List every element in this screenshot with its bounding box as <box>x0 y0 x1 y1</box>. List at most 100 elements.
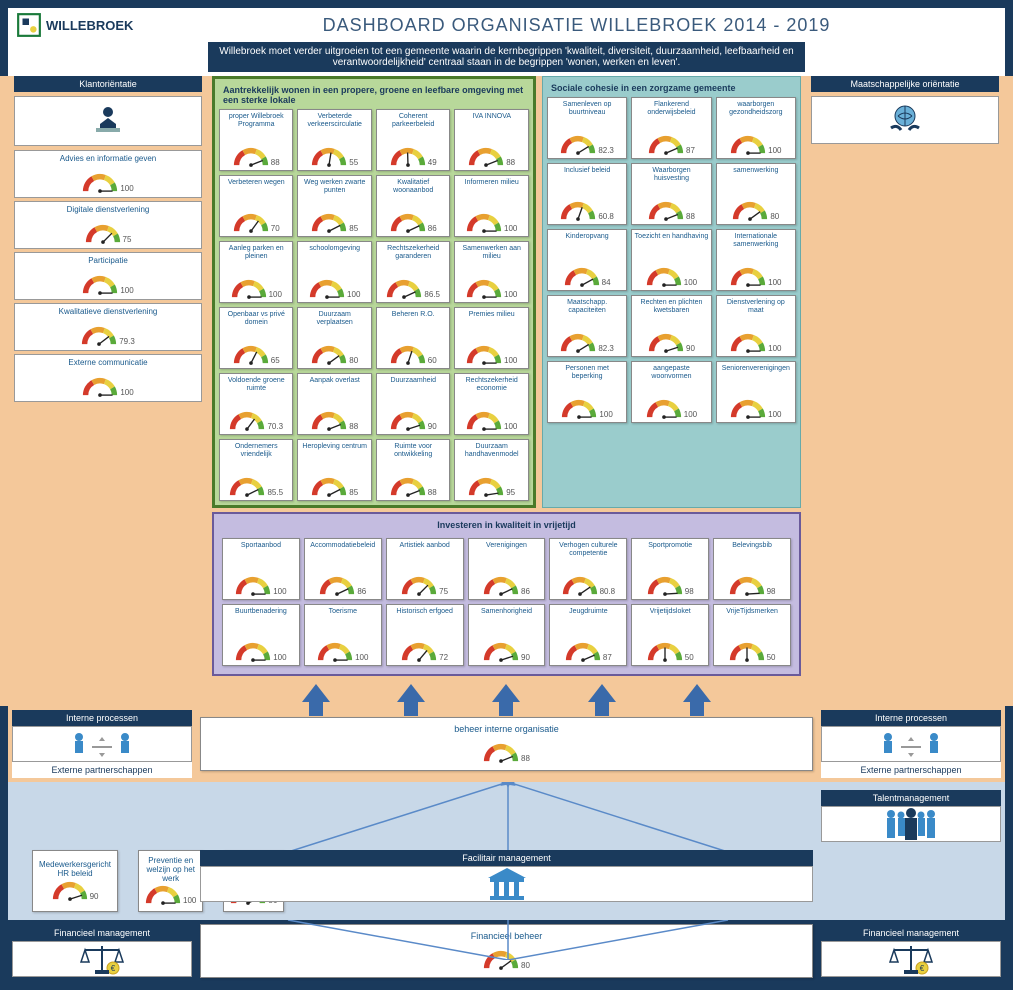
teal-card-12[interactable]: Personen met beperking 100 <box>547 361 627 423</box>
green-card-20[interactable]: Ondernemers vriendelijk 85.5 <box>219 439 293 501</box>
left-item-label: Externe communicatie <box>68 359 147 375</box>
left-item-label: Digitale dienstverlening <box>67 206 150 222</box>
purple-card-2[interactable]: Artistiek aanbod 75 <box>386 538 464 600</box>
green-card-7[interactable]: Informeren milieu 100 <box>454 175 528 237</box>
purple-card-8[interactable]: Toerisme 100 <box>304 604 382 666</box>
green-card-6[interactable]: Kwalitatief woonaanbod 86 <box>376 175 450 237</box>
teal-card-11-label: Dienstverlening op maat <box>719 299 793 315</box>
teal-card-6[interactable]: Kinderopvang 84 <box>547 229 627 291</box>
purple-card-1-label: Accommodatiebeleid <box>310 542 375 558</box>
green-card-11-label: Samenwerken aan milieu <box>457 245 525 261</box>
teal-card-13[interactable]: aangepaste woonvormen 100 <box>631 361 711 423</box>
left-item-2[interactable]: Participatie 100 <box>14 252 202 300</box>
purple-card-11[interactable]: Jeugdruimte 87 <box>549 604 627 666</box>
green-card-9-label: schoolomgeving <box>309 245 360 261</box>
green-card-1[interactable]: Verbeterde verkeerscirculatie 55 <box>297 109 371 171</box>
left-item-1[interactable]: Digitale dienstverlening 75 <box>14 201 202 249</box>
left-item-3[interactable]: Kwalitatieve dienstverlening 79.3 <box>14 303 202 351</box>
green-card-21[interactable]: Heropleving centrum 85 <box>297 439 371 501</box>
left-item-4[interactable]: Externe communicatie 100 <box>14 354 202 402</box>
purple-card-13[interactable]: VrijeTijdsmerken 50 <box>713 604 791 666</box>
green-card-20-label: Ondernemers vriendelijk <box>222 443 290 459</box>
teal-card-1[interactable]: Flankerend onderwijsbeleid 87 <box>631 97 711 159</box>
green-card-16[interactable]: Voldoende groene ruimte 70.3 <box>219 373 293 435</box>
green-card-13[interactable]: Duurzaam verplaatsen 80 <box>297 307 371 369</box>
green-card-22[interactable]: Ruimte voor ontwikkeling 88 <box>376 439 450 501</box>
teal-card-14[interactable]: Seniorenverenigingen 100 <box>716 361 796 423</box>
teal-card-3[interactable]: Inclusief beleid 60.8 <box>547 163 627 225</box>
green-card-12-label: Openbaar vs privé domein <box>222 311 290 327</box>
green-card-5[interactable]: Weg werken zwarte punten 85 <box>297 175 371 237</box>
teal-card-0-label: Samenleven op buurtniveau <box>550 101 624 117</box>
purple-card-10[interactable]: Samenhorigheid 90 <box>468 604 546 666</box>
teal-card-9[interactable]: Maatschapp. capaciteiten 82.3 <box>547 295 627 357</box>
purple-card-12-label: Vrijetijdsloket <box>650 608 691 624</box>
green-card-0[interactable]: proper Willebroek Programma 88 <box>219 109 293 171</box>
teal-card-2[interactable]: waarborgen gezondheidszorg 100 <box>716 97 796 159</box>
teal-card-8[interactable]: Internationale samenwerking 100 <box>716 229 796 291</box>
green-card-0-label: proper Willebroek Programma <box>222 113 290 129</box>
green-card-11[interactable]: Samenwerken aan milieu 100 <box>454 241 528 303</box>
talent-card-0[interactable]: Medewerkersgericht HR beleid 90 <box>32 850 118 912</box>
green-card-23[interactable]: Duurzaam handhavenmodel 95 <box>454 439 528 501</box>
teal-card-4[interactable]: Waarborgen huisvesting 88 <box>631 163 711 225</box>
fin-right-header: Financieel management <box>821 925 1001 941</box>
globe-hands-icon <box>816 102 994 138</box>
green-card-18[interactable]: Duurzaamheid 90 <box>376 373 450 435</box>
green-card-15[interactable]: Premies milieu 100 <box>454 307 528 369</box>
green-card-2-label: Coherent parkeerbeleid <box>379 113 447 129</box>
person-desk-icon <box>19 101 197 141</box>
purple-card-3[interactable]: Verenigingen 86 <box>468 538 546 600</box>
purple-card-5[interactable]: Sportpromotie 98 <box>631 538 709 600</box>
people-group-icon <box>821 806 1001 842</box>
talent-card-1[interactable]: Preventie en welzijn op het werk 100 <box>138 850 203 912</box>
left-item-0[interactable]: Advies en informatie geven 100 <box>14 150 202 198</box>
zone-teal-title: Sociale cohesie in een zorgzame gemeente <box>547 81 796 97</box>
purple-card-6[interactable]: Belevingsbib 98 <box>713 538 791 600</box>
purple-card-7[interactable]: Buurtbenadering 100 <box>222 604 300 666</box>
green-card-12[interactable]: Openbaar vs privé domein 65 <box>219 307 293 369</box>
green-card-10[interactable]: Rechtszekerheid garanderen 86.5 <box>376 241 450 303</box>
green-card-4[interactable]: Verbeteren wegen 70 <box>219 175 293 237</box>
teal-card-0[interactable]: Samenleven op buurtniveau 82.3 <box>547 97 627 159</box>
teal-card-4-label: Waarborgen huisvesting <box>634 167 708 183</box>
purple-card-0-label: Sportaanbod <box>241 542 281 558</box>
green-card-9[interactable]: schoolomgeving 100 <box>297 241 371 303</box>
green-card-2[interactable]: Coherent parkeerbeleid 49 <box>376 109 450 171</box>
left-header: Klantoriëntatie <box>14 76 202 92</box>
green-card-17[interactable]: Aanpak overlast 88 <box>297 373 371 435</box>
scale-icon: € <box>821 941 1001 977</box>
fin-center-card[interactable]: Financieel beheer 80 <box>200 924 813 978</box>
zone-purple-title: Investeren in kwaliteit in vrijetijd <box>218 518 795 534</box>
teal-card-7[interactable]: Toezicht en handhaving 100 <box>631 229 711 291</box>
green-card-3[interactable]: IVA INNOVA 88 <box>454 109 528 171</box>
teal-card-5-label: samenwerking <box>733 167 778 183</box>
row-financial: Financieel management € Financieel behee… <box>8 920 1005 982</box>
row-internal: Interne processen Externe partnerschappe… <box>8 706 1005 782</box>
purple-card-3-label: Verenigingen <box>486 542 527 558</box>
purple-card-1[interactable]: Accommodatiebeleid 86 <box>304 538 382 600</box>
green-card-18-label: Duurzaamheid <box>390 377 436 393</box>
internal-center-card[interactable]: beheer interne organisatie 88 <box>200 717 813 771</box>
internal-left-sub: Externe partnerschappen <box>12 762 192 778</box>
purple-card-4[interactable]: Verhogen culturele competentie 80.8 <box>549 538 627 600</box>
green-card-1-label: Verbeterde verkeerscirculatie <box>300 113 368 129</box>
purple-card-0[interactable]: Sportaanbod 100 <box>222 538 300 600</box>
arrow-up-icon <box>397 684 425 702</box>
talent-header: Talentmanagement <box>821 790 1001 806</box>
green-card-19[interactable]: Rechtszekerheid economie 100 <box>454 373 528 435</box>
arrows-row <box>208 680 805 706</box>
purple-card-9[interactable]: Historisch erfgoed 72 <box>386 604 464 666</box>
teal-card-2-label: waarborgen gezondheidszorg <box>719 101 793 117</box>
facility-header: Facilitair management <box>200 850 813 866</box>
purple-card-12[interactable]: Vrijetijdsloket 50 <box>631 604 709 666</box>
teal-card-5[interactable]: samenwerking 80 <box>716 163 796 225</box>
green-card-15-label: Premies milieu <box>469 311 515 327</box>
talent-card-label: Preventie en welzijn op het werk <box>145 857 196 883</box>
purple-card-10-label: Samenhorigheid <box>481 608 532 624</box>
green-card-14[interactable]: Beheren R.O. 60 <box>376 307 450 369</box>
teal-card-11[interactable]: Dienstverlening op maat 100 <box>716 295 796 357</box>
teal-card-10[interactable]: Rechten en plichten kwetsbaren 90 <box>631 295 711 357</box>
green-card-8[interactable]: Aanleg parken en pleinen 100 <box>219 241 293 303</box>
arrow-up-icon <box>492 684 520 702</box>
